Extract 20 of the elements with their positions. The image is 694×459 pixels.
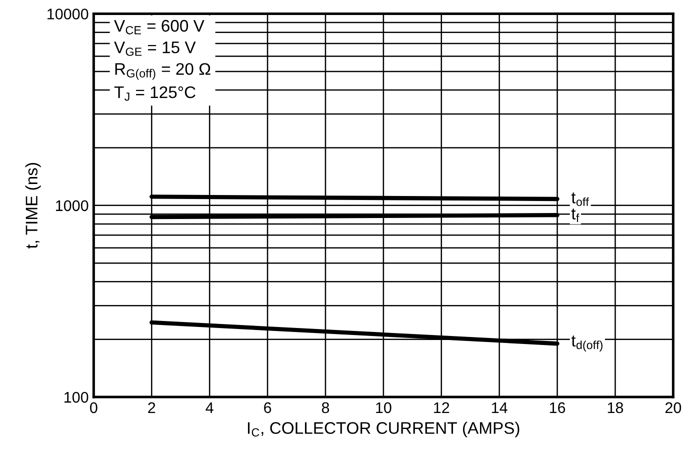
x-tick-label: 18 (608, 402, 624, 414)
x-tick-label: 0 (90, 402, 98, 414)
x-tick-label: 10 (376, 402, 392, 414)
x-tick-label: 6 (264, 402, 272, 414)
x-tick-label: 2 (148, 402, 156, 413)
series-label: t$_{f}$ (571, 208, 580, 222)
series-label: t$_{off}$ (571, 192, 589, 206)
x-tick-label: 12 (434, 402, 450, 413)
series-label: t$_{d(off)}$ (571, 336, 602, 352)
y-tick-label: 100 (64, 392, 88, 403)
x-tick-label: 16 (550, 402, 566, 414)
y-axis-title: t, TIME (ns) (25, 163, 41, 249)
y-tick-label: 10000 (48, 8, 88, 20)
x-axis-title: I$_{C}$, COLLECTOR CURRENT (AMPS) (248, 422, 520, 438)
y-tick-label: 1000 (56, 200, 88, 212)
x-tick-label: 8 (322, 402, 330, 414)
x-tick-label: 14 (492, 402, 508, 413)
x-tick-label: 4 (206, 402, 214, 413)
text: V$_{CE}$ = 600 V V$_{GE}$ = 15 V R$_{G(off)}$ = 20 Ω T$_{J}$ = 125°C (114, 20, 210, 101)
x-tick-label: 20 (665, 402, 682, 414)
